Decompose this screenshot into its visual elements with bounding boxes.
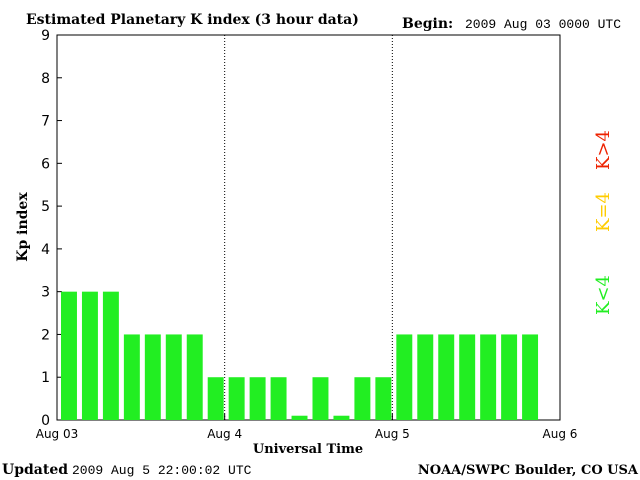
kp-bar (291, 415, 308, 420)
source-label: NOAA/SWPC Boulder, CO USA (418, 463, 639, 478)
kp-bar (501, 334, 518, 420)
legend-item-label: K=4 (593, 192, 614, 232)
kp-bar (375, 377, 392, 420)
y-tick-label: 4 (41, 242, 50, 258)
plot-frame (56, 34, 561, 421)
y-tick-label: 3 (41, 285, 50, 301)
kp-bar (459, 334, 476, 420)
kp-bar (61, 291, 77, 420)
updated-value: 2009 Aug 5 22:00:02 UTC (72, 463, 252, 478)
kp-bar (165, 334, 182, 420)
kp-bar (417, 334, 434, 420)
y-tick-label: 5 (41, 199, 50, 215)
y-axis-label: Kp index (15, 192, 31, 262)
begin-label: Begin: (402, 16, 453, 32)
updated-label: Updated (2, 462, 68, 478)
kp-bar (312, 377, 329, 420)
kp-bar (81, 291, 98, 420)
begin-value: 2009 Aug 03 0000 UTC (465, 17, 621, 32)
kp-bar (522, 334, 539, 420)
legend-item-label: K<4 (593, 275, 614, 315)
legend: K<4 K=4 K>4 (593, 130, 614, 315)
kp-bar (102, 291, 119, 420)
x-tick-label: Aug 4 (207, 427, 242, 441)
kp-bar (186, 334, 203, 420)
x-tick-label: Aug 03 (36, 427, 79, 441)
y-tick-label: 6 (41, 156, 50, 172)
y-tick-label: 1 (41, 370, 50, 386)
kp-bar (480, 334, 497, 420)
kp-bar (123, 334, 140, 420)
kp-bar (228, 377, 245, 420)
x-tick-label: Aug 6 (543, 427, 578, 441)
plot-area: 0 1 2 3 4 5 6 7 8 9 Aug 03 Aug 4 Aug 5 Aug 6 (36, 28, 578, 441)
y-tick-label: 0 (41, 413, 50, 429)
kp-bar (438, 334, 455, 420)
kp-bar (333, 415, 350, 420)
x-axis-label: Universal Time (253, 442, 363, 457)
y-tick-label: 8 (41, 71, 50, 87)
y-tick-label: 9 (41, 28, 50, 44)
legend-item-label: K>4 (593, 130, 614, 170)
kp-bar (207, 377, 224, 420)
y-tick-label: 7 (41, 114, 50, 130)
chart-title: Estimated Planetary K index (3 hour data… (26, 12, 359, 28)
kp-bar (270, 377, 287, 420)
kp-bar (396, 334, 413, 420)
kp-bar (354, 377, 371, 420)
kp-bar (249, 377, 266, 420)
y-tick-label: 2 (41, 327, 50, 343)
x-tick-label: Aug 5 (375, 427, 410, 441)
kp-bar (144, 334, 161, 420)
